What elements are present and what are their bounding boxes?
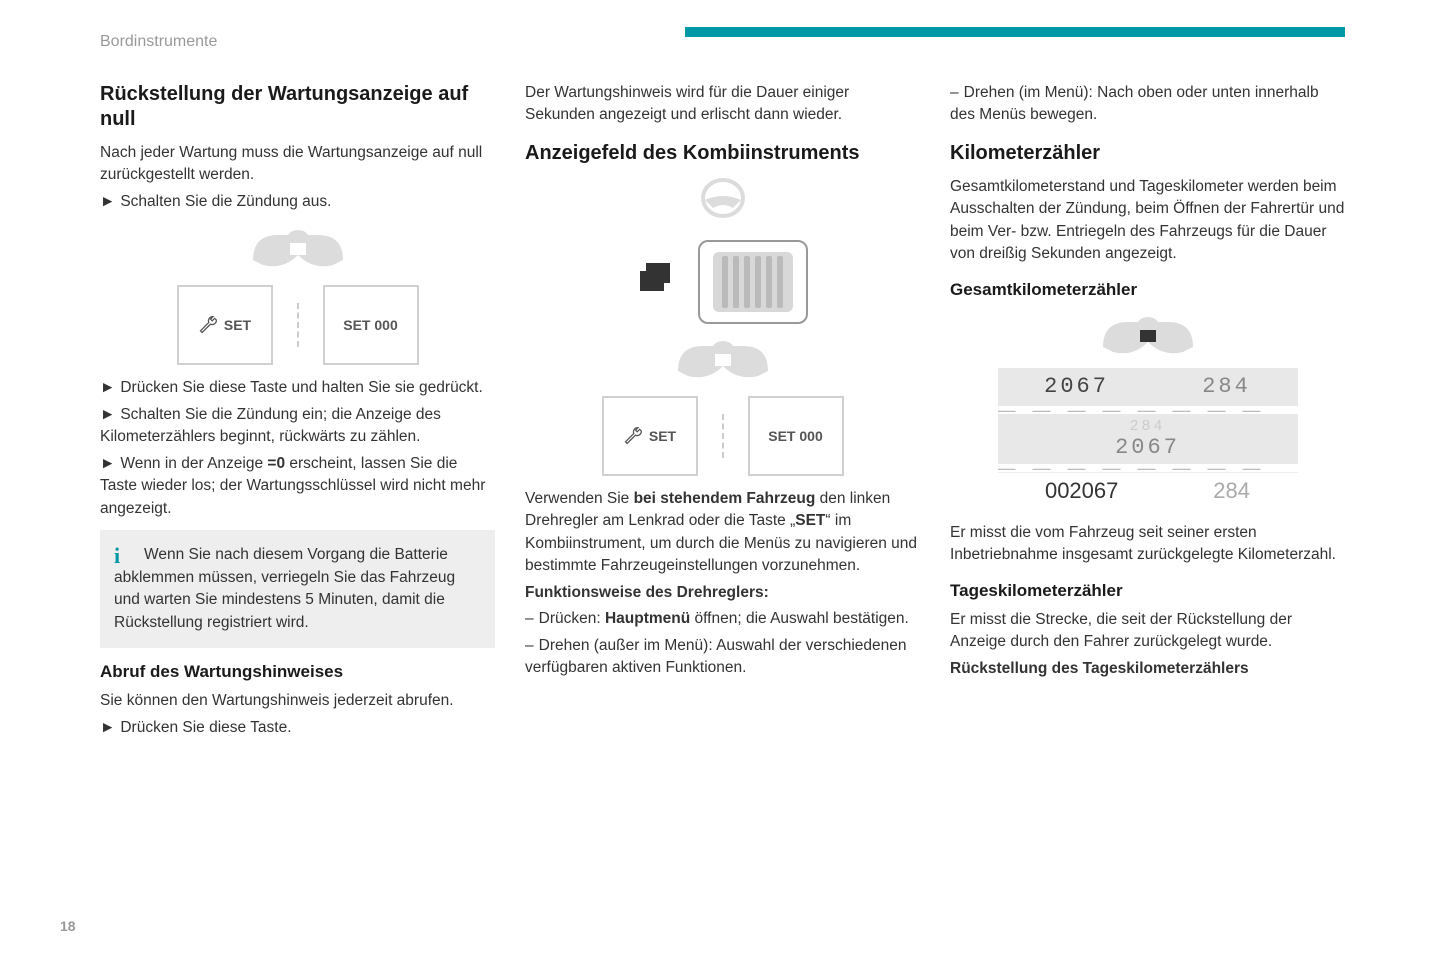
- heading-total-odo: Gesamtkilometerzähler: [950, 280, 1345, 300]
- heading-reset-service: Rückstellung der Wartungsanzeige auf nul…: [100, 82, 495, 132]
- heading-odometer: Kilometerzähler: [950, 141, 1345, 166]
- wrench-icon: [623, 426, 643, 446]
- wrench-icon: [198, 315, 218, 335]
- odo-value: 2067: [1115, 435, 1180, 460]
- odo-value: 2067: [1044, 374, 1109, 399]
- step-1: ►Schalten Sie die Zündung aus.: [100, 191, 495, 213]
- page-header: Bordinstrumente: [100, 32, 1345, 52]
- odo-row-1: 2067 284: [998, 368, 1298, 406]
- step-4: ►Wenn in der Anzeige =0 erscheint, lasse…: [100, 453, 495, 520]
- info-text: Wenn Sie nach diesem Vorgang die Batteri…: [114, 544, 481, 634]
- gauge-cluster-icon: [243, 225, 353, 275]
- odo-separator: — — — — — — — — — — — —: [998, 464, 1298, 472]
- arrow-icon: ►: [100, 377, 115, 399]
- scroll-wheel-box: [698, 240, 808, 324]
- text: Der Wartungshinweis wird für die Dauer e…: [525, 82, 920, 127]
- column-1: Rückstellung der Wartungsanzeige auf nul…: [100, 82, 495, 743]
- odo-value: 284: [1213, 478, 1250, 504]
- set-000-button: SET 000: [323, 285, 419, 365]
- arrow-icon: ►: [100, 191, 115, 213]
- odo-value: 284: [1129, 418, 1165, 435]
- set-000-button: SET 000: [748, 396, 844, 476]
- text: Verwenden Sie bei stehendem Fahrzeug den…: [525, 488, 920, 578]
- steering-wheel-icon: [700, 178, 746, 220]
- gauge-cluster-icon: [1093, 312, 1203, 362]
- heading-trip-odo: Tageskilometerzähler: [950, 581, 1345, 601]
- arrow-icon: ►: [100, 717, 115, 739]
- text: Sie können den Wartungshinweis jederzeit…: [100, 690, 495, 712]
- divider: [722, 414, 724, 458]
- section-title: Bordinstrumente: [100, 33, 217, 51]
- figure-odometer: 2067 284 — — — — — — — — — — — — 284 206…: [998, 312, 1298, 510]
- text: Rückstellung des Tageskilometerzählers: [950, 658, 1345, 680]
- dash-icon: –: [525, 635, 534, 657]
- gauge-cluster-icon: [668, 336, 778, 386]
- odo-row-3: 002067 284: [998, 472, 1298, 510]
- dash-item: –Drehen (außer im Menü): Auswahl der ver…: [525, 635, 920, 680]
- set-button: SET: [602, 396, 698, 476]
- info-box: i Wenn Sie nach diesem Vorgang die Batte…: [100, 530, 495, 648]
- odo-row-2: 284 2067: [998, 414, 1298, 464]
- set-button-row: SET SET 000: [602, 396, 844, 476]
- text: Nach jeder Wartung muss die Wartungsanze…: [100, 142, 495, 187]
- arrow-icon: ►: [100, 453, 115, 475]
- column-3: –Drehen (im Menü): Nach oben oder unten …: [950, 82, 1345, 743]
- set-button: SET: [177, 285, 273, 365]
- odo-value: 002067: [1045, 478, 1118, 504]
- stack-icon: [638, 259, 678, 295]
- heading-recall-service: Abruf des Wartungshinweises: [100, 662, 495, 682]
- header-accent-bar: [685, 27, 1345, 37]
- set-button-row: SET SET 000: [177, 285, 419, 365]
- figure-set-buttons-1: SET SET 000: [100, 225, 495, 365]
- page-number: 18: [60, 918, 76, 934]
- dash-item: –Drehen (im Menü): Nach oben oder unten …: [950, 82, 1345, 127]
- step-3: ►Schalten Sie die Zündung ein; die Anzei…: [100, 404, 495, 449]
- odo-value: 284: [1202, 374, 1251, 399]
- column-2: Der Wartungshinweis wird für die Dauer e…: [525, 82, 920, 743]
- text: Funktionsweise des Drehreglers:: [525, 582, 920, 604]
- scroll-wheel-icon: [713, 252, 793, 312]
- text: Gesamtkilometerstand und Tageskilometer …: [950, 176, 1345, 266]
- page-content: Rückstellung der Wartungsanzeige auf nul…: [100, 82, 1345, 743]
- scroll-control-row: [638, 230, 808, 324]
- divider: [297, 303, 299, 347]
- text: Er misst die Strecke, die seit der Rücks…: [950, 609, 1345, 654]
- text: Er misst die vom Fahrzeug seit seiner er…: [950, 522, 1345, 567]
- figure-set-buttons-2: SET SET 000: [525, 336, 920, 476]
- arrow-icon: ►: [100, 404, 115, 426]
- odo-separator: — — — — — — — — — — — —: [998, 406, 1298, 414]
- figure-steering-wheel: [525, 178, 920, 324]
- info-icon: i: [114, 540, 120, 572]
- dash-item: –Drücken: Hauptmenü öffnen; die Auswahl …: [525, 608, 920, 630]
- dash-icon: –: [950, 82, 959, 104]
- heading-display-panel: Anzeigefeld des Kombiinstruments: [525, 141, 920, 166]
- step-5: ►Drücken Sie diese Taste.: [100, 717, 495, 739]
- dash-icon: –: [525, 608, 534, 630]
- step-2: ►Drücken Sie diese Taste und halten Sie …: [100, 377, 495, 399]
